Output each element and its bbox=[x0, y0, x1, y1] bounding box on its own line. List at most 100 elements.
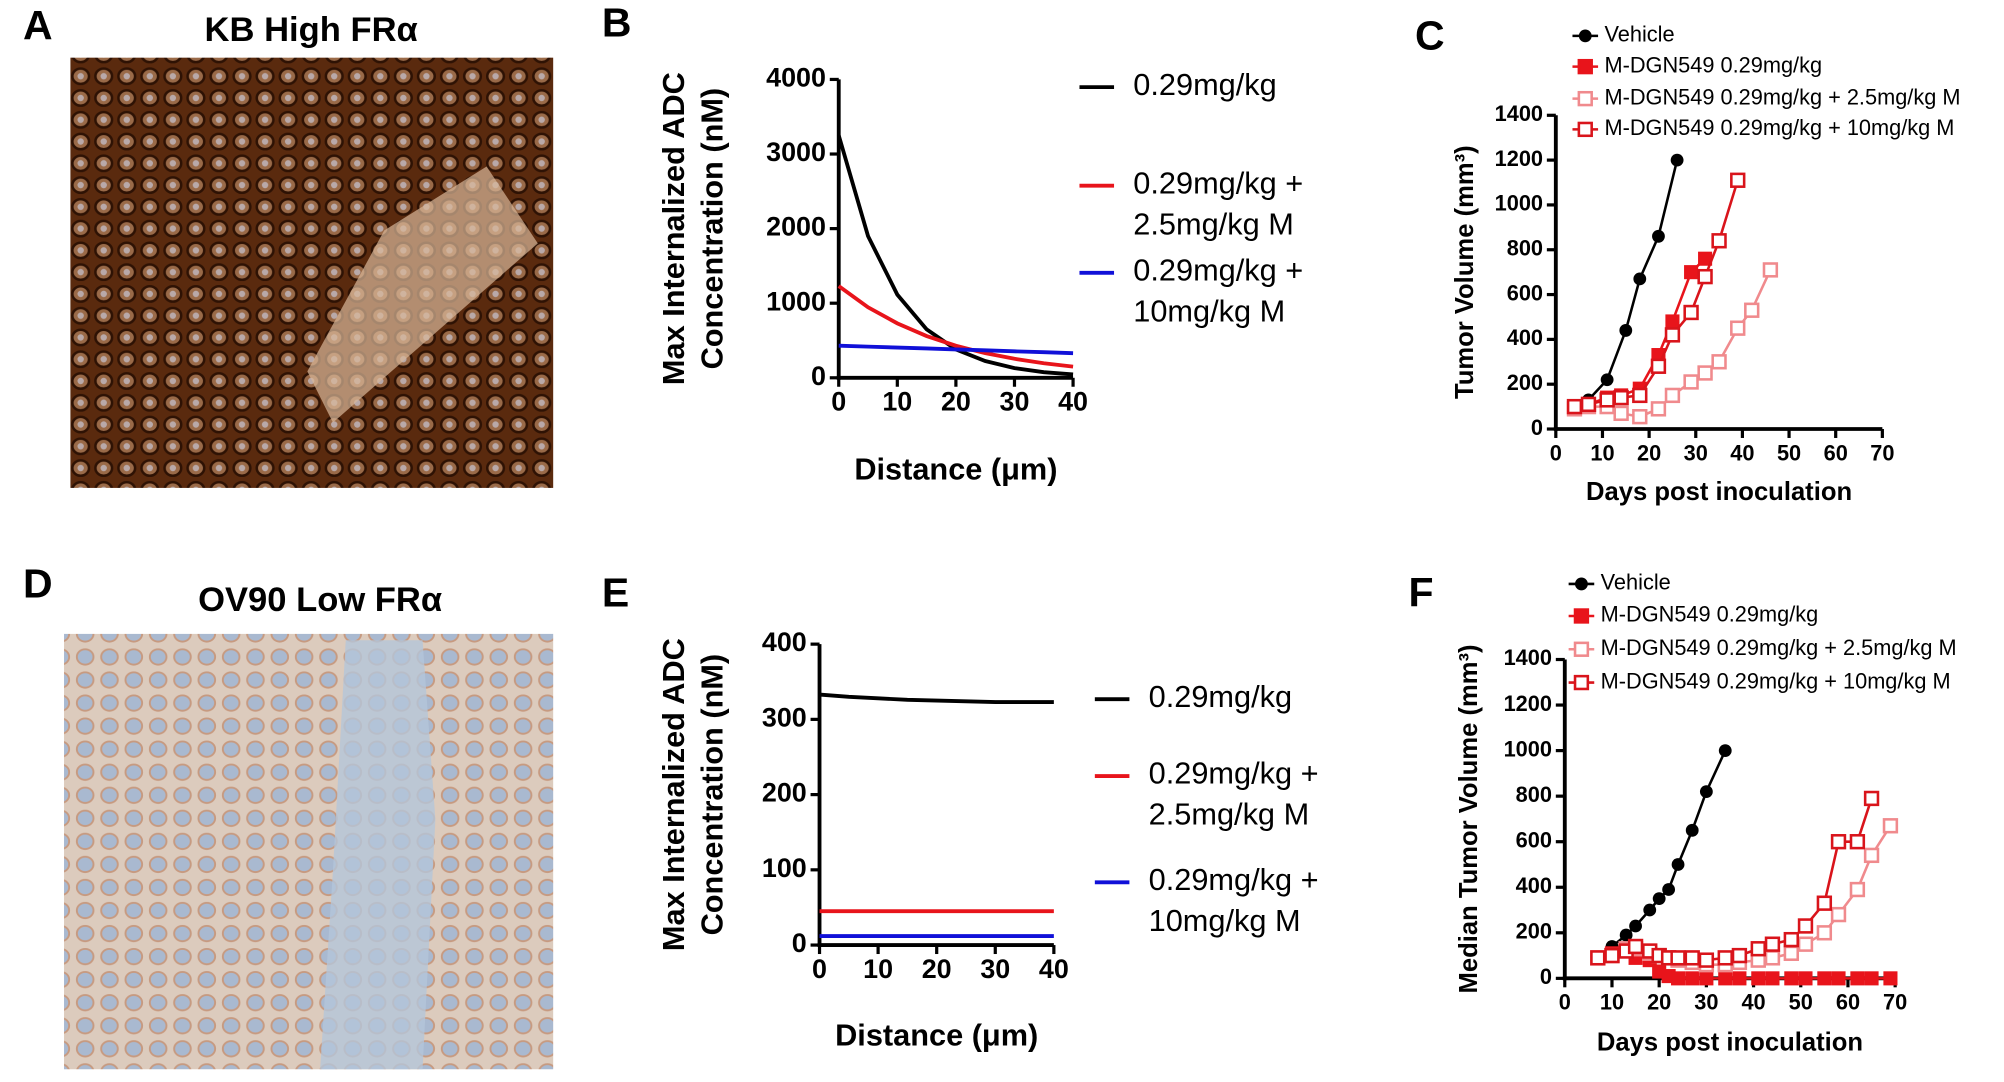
legend-label: 0.29mg/kg + 10mg/kg M bbox=[1148, 863, 1319, 939]
y-axis-label: Tumor Volume (mm³) bbox=[1451, 145, 1479, 399]
x-tick-label: 60 bbox=[1836, 990, 1860, 1015]
marker bbox=[1650, 358, 1667, 374]
y-tick-label: 1400 bbox=[1495, 101, 1543, 126]
x-tick-label: 50 bbox=[1789, 990, 1813, 1015]
legend-marker bbox=[1573, 674, 1590, 691]
marker bbox=[1665, 314, 1680, 329]
marker bbox=[1684, 265, 1699, 280]
marker bbox=[1849, 881, 1866, 898]
marker bbox=[1744, 302, 1760, 318]
y-tick-label: 600 bbox=[1516, 827, 1552, 852]
legend-marker bbox=[1578, 29, 1592, 43]
x-tick-label: 40 bbox=[1730, 440, 1754, 465]
marker bbox=[1751, 971, 1766, 986]
marker bbox=[1664, 387, 1681, 404]
x-tick-label: 10 bbox=[882, 387, 912, 417]
y-tick-label: 200 bbox=[762, 778, 807, 808]
series-line bbox=[836, 134, 1074, 377]
y-tick-label: 2000 bbox=[766, 212, 826, 242]
marker bbox=[1633, 272, 1647, 286]
legend-entry: 0.29mg/kg bbox=[1149, 680, 1293, 715]
marker bbox=[1711, 233, 1727, 249]
y-tick-label: 400 bbox=[1507, 325, 1543, 350]
x-tick-label: 30 bbox=[1684, 440, 1708, 465]
x-tick-label: 10 bbox=[1600, 990, 1624, 1015]
marker bbox=[1685, 971, 1700, 986]
series-line bbox=[819, 692, 1054, 704]
marker bbox=[1762, 262, 1779, 278]
image-title: KB High FRα bbox=[205, 11, 418, 49]
x-tick-label: 30 bbox=[1694, 990, 1718, 1015]
y-tick-label: 300 bbox=[762, 702, 807, 732]
x-axis-label: Distance (μm) bbox=[835, 1017, 1038, 1052]
marker bbox=[1566, 398, 1583, 415]
marker bbox=[1671, 858, 1685, 871]
legend-label: 0.29mg/kg + 2.5mg/kg M bbox=[1148, 756, 1319, 833]
x-tick-label: 30 bbox=[1000, 387, 1030, 417]
marker bbox=[1627, 938, 1644, 955]
marker bbox=[1850, 971, 1865, 986]
marker bbox=[1652, 229, 1665, 243]
legend-label: 0.29mg/kg + 10mg/kg M bbox=[1133, 253, 1304, 330]
y-tick-label: 600 bbox=[1507, 280, 1543, 305]
legend-label: M-DGN549 0.29mg/kg + 10mg/kg M bbox=[1601, 668, 1951, 693]
marker bbox=[1883, 971, 1898, 986]
y-tick-label: 3000 bbox=[766, 137, 826, 167]
marker bbox=[1863, 847, 1880, 864]
y-tick-label: 0 bbox=[792, 928, 807, 958]
y-tick-label: 100 bbox=[762, 853, 807, 883]
legend-marker bbox=[1575, 577, 1588, 591]
image-title: OV90 Low FRα bbox=[198, 581, 442, 619]
y-tick-label: 200 bbox=[1516, 919, 1552, 944]
marker bbox=[1817, 971, 1832, 986]
marker bbox=[1783, 931, 1800, 948]
marker bbox=[1619, 928, 1633, 942]
x-tick-label: 40 bbox=[1741, 990, 1765, 1015]
series-line bbox=[838, 343, 1074, 356]
y-tick-label: 1000 bbox=[1495, 191, 1543, 216]
y-axis-label: Median Tumor Volume (mm³) bbox=[1455, 644, 1483, 993]
y-tick-label: 1000 bbox=[1504, 736, 1552, 761]
marker bbox=[1863, 790, 1880, 807]
marker bbox=[1798, 971, 1813, 986]
y-tick-label: 4000 bbox=[766, 63, 826, 93]
series-line bbox=[1597, 750, 1727, 959]
marker bbox=[1590, 950, 1606, 966]
y-axis-label: Max Internalized ADC bbox=[656, 72, 691, 385]
marker bbox=[1717, 950, 1733, 966]
marker bbox=[1697, 365, 1713, 381]
x-tick-label: 50 bbox=[1777, 440, 1801, 465]
x-axis-label: Distance (μm) bbox=[854, 451, 1057, 486]
image-stroma bbox=[307, 166, 538, 423]
legend-label: 0.29mg/kg bbox=[1133, 67, 1277, 103]
legend-label: M-DGN549 0.29mg/kg bbox=[1601, 602, 1819, 627]
panel-label: C bbox=[1415, 12, 1445, 58]
x-tick-label: 20 bbox=[1637, 440, 1661, 465]
legend-entry: 0.29mg/kg + 2.5mg/kg M bbox=[1133, 166, 1304, 243]
panel-label: F bbox=[1409, 569, 1434, 615]
marker bbox=[1683, 304, 1699, 321]
legend-marker bbox=[1577, 90, 1593, 107]
legend-label: M-DGN549 0.29mg/kg + 10mg/kg M bbox=[1604, 115, 1954, 140]
x-tick-label: 20 bbox=[941, 387, 971, 417]
marker bbox=[1671, 971, 1686, 986]
y-tick-label: 800 bbox=[1516, 782, 1552, 807]
marker bbox=[1604, 947, 1620, 964]
marker bbox=[1650, 401, 1667, 417]
marker bbox=[1685, 823, 1699, 837]
x-tick-label: 40 bbox=[1058, 387, 1088, 417]
x-axis-label: Days post inoculation bbox=[1597, 1028, 1863, 1056]
y-tick-label: 0 bbox=[1540, 964, 1552, 989]
panel-label: E bbox=[602, 569, 629, 615]
y-tick-label: 400 bbox=[762, 627, 807, 657]
legend-label: 0.29mg/kg + 2.5mg/kg M bbox=[1133, 166, 1304, 243]
marker bbox=[1816, 925, 1833, 941]
x-tick-label: 0 bbox=[812, 954, 827, 984]
marker bbox=[1816, 895, 1833, 911]
series-line bbox=[837, 284, 1074, 369]
x-tick-label: 0 bbox=[1550, 440, 1562, 465]
marker bbox=[1784, 971, 1799, 986]
marker bbox=[1613, 389, 1629, 406]
marker bbox=[1697, 268, 1713, 285]
